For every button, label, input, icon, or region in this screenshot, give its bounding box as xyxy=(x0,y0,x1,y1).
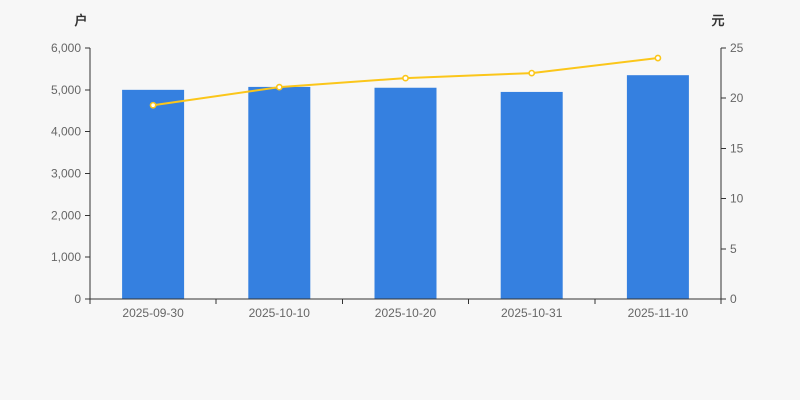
left-axis-tick-label: 5,000 xyxy=(51,83,81,97)
right-axis-tick-label: 10 xyxy=(730,192,744,206)
left-axis-tick-label: 0 xyxy=(74,292,81,306)
left-axis-tick-label: 3,000 xyxy=(51,167,81,181)
data-point-marker[interactable] xyxy=(528,69,536,77)
right-axis-tick-label: 25 xyxy=(730,41,744,55)
data-point-marker[interactable] xyxy=(402,74,409,82)
bar[interactable] xyxy=(500,91,563,299)
left-axis-name: 户 xyxy=(74,13,87,28)
x-axis-tick-label: 2025-10-20 xyxy=(375,306,437,320)
axis-labels: 01,0002,0003,0004,0005,0006,000051015202… xyxy=(51,41,744,320)
right-axis-tick-label: 5 xyxy=(730,242,737,256)
data-point-marker[interactable] xyxy=(149,101,157,109)
x-axis-tick-label: 2025-09-30 xyxy=(122,306,184,320)
bar-series xyxy=(122,75,689,299)
right-axis-tick-label: 20 xyxy=(730,91,744,105)
bar[interactable] xyxy=(122,89,185,299)
right-axis-name: 元 xyxy=(711,13,724,28)
right-axis-tick-label: 0 xyxy=(730,292,737,306)
left-axis-tick-label: 2,000 xyxy=(51,208,81,222)
data-point-marker[interactable] xyxy=(654,54,662,62)
data-point-marker[interactable] xyxy=(275,83,283,91)
left-axis-tick-label: 4,000 xyxy=(51,125,81,139)
axes xyxy=(85,47,726,304)
line-series xyxy=(149,54,662,109)
left-axis-tick-label: 6,000 xyxy=(51,41,81,55)
x-axis-tick-label: 2025-10-31 xyxy=(501,306,563,320)
bar[interactable] xyxy=(374,87,437,299)
right-axis-tick-label: 15 xyxy=(730,141,744,155)
bar[interactable] xyxy=(248,86,311,299)
bar[interactable] xyxy=(626,75,689,299)
x-axis-tick-label: 2025-10-10 xyxy=(249,306,311,320)
x-axis-tick-label: 2025-11-10 xyxy=(628,306,689,320)
left-axis-tick-label: 1,000 xyxy=(51,250,81,264)
